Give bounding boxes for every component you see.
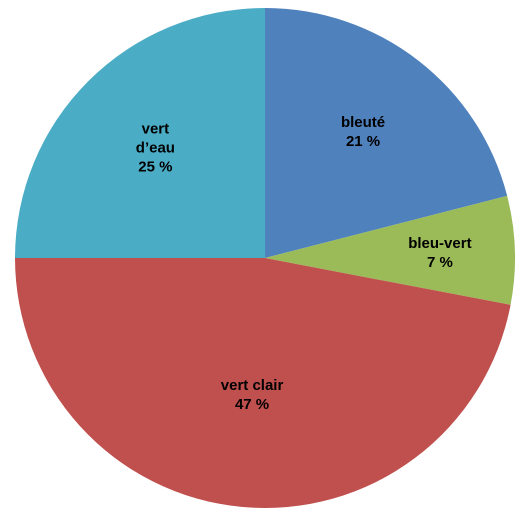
category-label: vert d’eau <box>135 120 175 157</box>
slice-label: vert clair 47 % <box>197 376 307 414</box>
pie-slice <box>265 8 508 258</box>
pie-slice <box>265 195 515 305</box>
pie-slice <box>15 8 265 258</box>
value-label: 25 % <box>138 158 173 176</box>
pie-slice <box>15 258 511 509</box>
value-label: 21 % <box>345 132 381 150</box>
slice-label: bleuté 21 % <box>318 113 408 151</box>
slice-label: bleu-vert 7 % <box>395 234 485 272</box>
value-label: 7 % <box>426 253 453 271</box>
category-label: bleuté <box>340 113 386 131</box>
category-label: vert clair <box>220 376 284 394</box>
slice-label: vert d’eau 25 % <box>130 120 180 177</box>
value-label: 47 % <box>234 395 270 413</box>
category-label: bleu-vert <box>408 234 472 252</box>
